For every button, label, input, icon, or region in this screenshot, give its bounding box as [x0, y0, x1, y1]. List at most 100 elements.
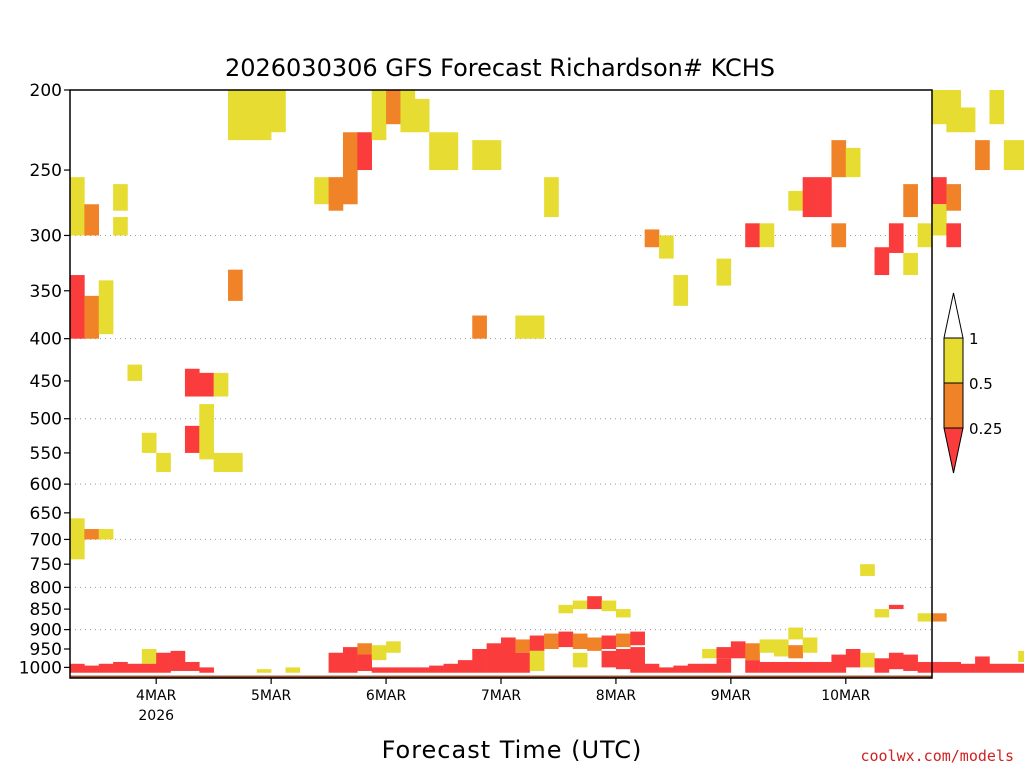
ri-cell [659, 235, 674, 259]
ri-cell [84, 529, 100, 540]
ri-cell [615, 648, 631, 670]
ri-cell [113, 217, 128, 236]
ri-cell [199, 667, 214, 673]
ground-layer [70, 675, 932, 678]
ri-cell [1018, 663, 1024, 673]
ri-cell [342, 155, 358, 205]
ri-cell [242, 90, 258, 141]
ri-cell [759, 661, 775, 673]
ri-cell [342, 647, 358, 673]
ri-cell [1018, 650, 1024, 662]
ri-cell [587, 637, 602, 651]
x-tick-label: 10MAR [821, 688, 870, 704]
x-axis-label: Forecast Time (UTC) [382, 736, 643, 764]
legend-swatch [943, 382, 964, 429]
ri-cell [357, 132, 372, 171]
ri-cell [960, 107, 976, 133]
ri-cell [386, 667, 401, 673]
ri-cell [544, 633, 559, 649]
x-tick-label: 4MAR [136, 688, 177, 704]
ri-cell [113, 184, 128, 211]
x-tick-sublabel: 2026 [138, 708, 174, 724]
ri-cell [70, 663, 85, 673]
ri-cell [429, 132, 444, 171]
ri-cell [70, 275, 85, 339]
ri-cell [156, 652, 171, 673]
ri-cell [558, 604, 574, 614]
ri-cell [141, 432, 157, 453]
ri-cell [673, 665, 689, 673]
ri-cell [228, 452, 243, 472]
ri-cell [831, 223, 847, 248]
ri-cell [932, 90, 947, 125]
y-tick-label: 500 [30, 410, 62, 430]
ri-cell [932, 661, 947, 673]
ri-cell [860, 564, 875, 576]
ri-cell [1018, 140, 1024, 171]
y-tick-label: 950 [30, 640, 62, 660]
ri-cell [386, 641, 401, 653]
y-tick-label: 1000 [19, 658, 62, 678]
ri-cell [271, 90, 286, 133]
ri-cell [587, 596, 602, 610]
ri-cell [888, 604, 904, 610]
ri-cell [730, 641, 746, 659]
ri-cell [443, 663, 459, 673]
ri-cell [702, 663, 717, 673]
y-tick-label: 550 [30, 444, 62, 464]
ri-cell [888, 223, 904, 253]
ri-cell [515, 315, 531, 339]
ri-cell [472, 140, 487, 171]
x-tick-label: 7MAR [481, 688, 522, 704]
ri-cell [802, 661, 818, 673]
ri-cell [400, 90, 416, 133]
ri-cell [630, 631, 645, 646]
ri-cell [228, 90, 243, 141]
ri-cell [975, 656, 990, 673]
ri-cell [845, 648, 861, 668]
ri-cell [184, 425, 200, 453]
ri-cell [946, 184, 962, 211]
ri-cell [917, 661, 933, 673]
y-tick-label: 250 [30, 161, 62, 181]
ri-cell [975, 140, 990, 171]
ri-cell [127, 364, 143, 381]
ri-cell [472, 315, 487, 339]
ri-cell [486, 140, 502, 171]
y-tick-label: 700 [30, 530, 62, 550]
ri-cell [443, 132, 459, 171]
x-axis-ticks: 4MAR 2026 5MAR 6MAR 7MAR 8MAR 9MAR 10MAR [136, 678, 871, 724]
ri-cell [759, 223, 775, 248]
ri-cell [558, 631, 574, 648]
ri-cell [946, 223, 962, 248]
ri-cell [328, 177, 344, 211]
ri-cell [84, 204, 100, 236]
ri-cell [98, 280, 114, 335]
ri-cell [659, 667, 674, 673]
legend-swatch [943, 337, 964, 384]
ri-cell [515, 652, 531, 673]
ri-cell [644, 663, 660, 673]
ri-cell [199, 404, 214, 460]
credit-text: coolwx.com/models [860, 747, 1014, 765]
ri-cell [615, 609, 631, 618]
ri-cell [788, 627, 803, 640]
ri-cell [932, 613, 947, 622]
ri-cell [960, 663, 976, 673]
ri-cell [70, 177, 85, 236]
y-tick-label: 850 [30, 600, 62, 620]
ri-cell [256, 90, 272, 141]
ri-cell [515, 639, 531, 653]
ri-cell [745, 643, 760, 661]
ri-cell [342, 132, 358, 163]
y-tick-label: 900 [30, 621, 62, 641]
ri-cell [644, 229, 660, 248]
ri-cell [716, 658, 732, 673]
legend-label: 0.25 [969, 420, 1002, 438]
ri-cell [716, 647, 732, 659]
y-tick-label: 200 [30, 81, 62, 101]
ri-cell [903, 184, 918, 218]
ri-cell [98, 529, 114, 540]
ri-cell [386, 90, 401, 125]
ri-cell [113, 661, 128, 673]
